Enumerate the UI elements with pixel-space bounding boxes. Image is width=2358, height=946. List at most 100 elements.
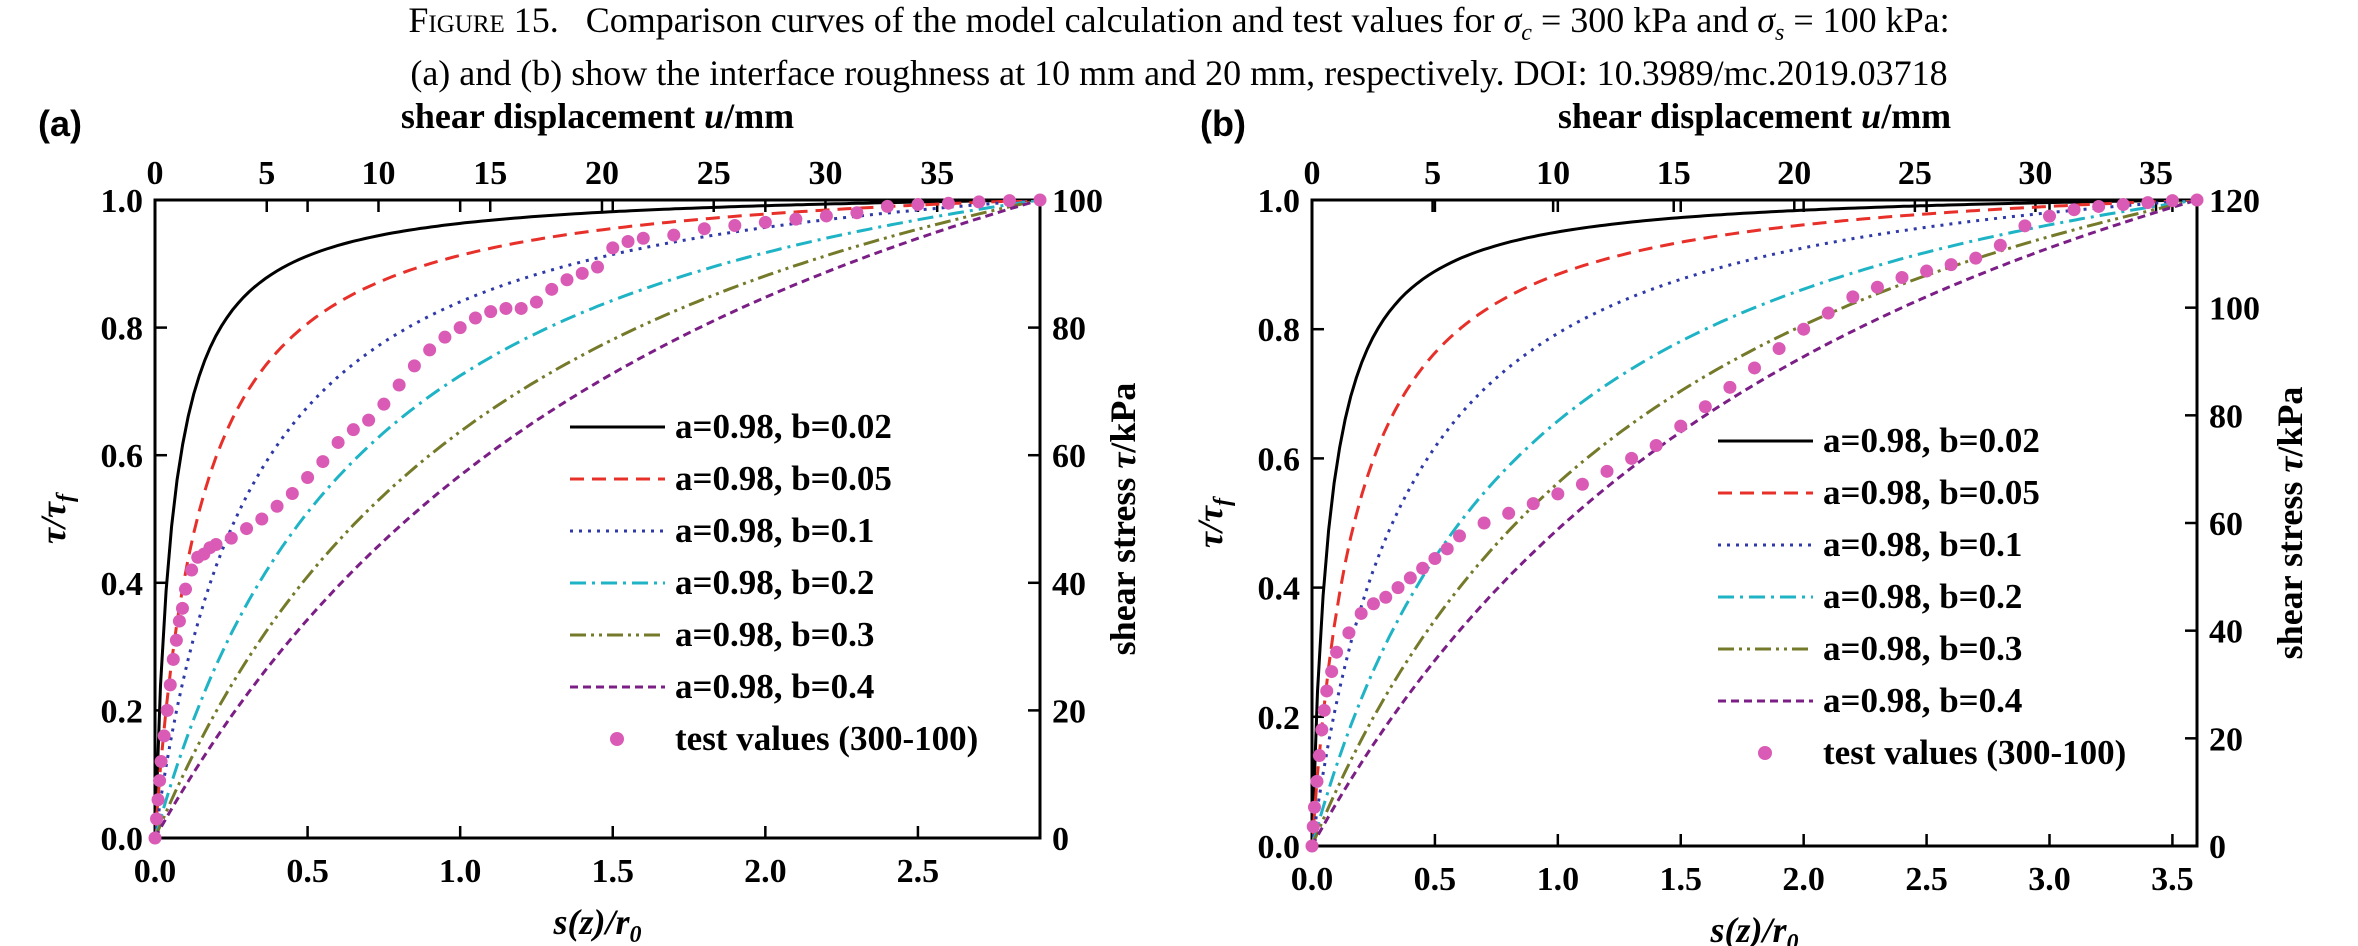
scatter-point <box>2043 209 2056 223</box>
right-y-tick-label: 100 <box>2209 291 2260 328</box>
scatter-point <box>1312 749 1326 763</box>
scatter-point <box>2141 196 2155 210</box>
top-x-tick-label: 5 <box>1424 155 1441 192</box>
right-y-tick-label: 20 <box>2209 721 2243 758</box>
scatter-point <box>499 301 513 315</box>
y-axis-label: τ/τf <box>33 492 79 544</box>
scatter-point <box>484 305 498 319</box>
top-x-tick-label: 35 <box>920 155 954 192</box>
caption-line-1: Figure 15. Comparison curves of the mode… <box>0 0 2358 53</box>
scatter-point <box>285 486 299 500</box>
scatter-point <box>157 729 171 743</box>
scatter-point <box>2116 198 2130 212</box>
scatter-point <box>163 678 177 692</box>
top-x-tick-label: 30 <box>2018 155 2052 192</box>
panel-label: (a) <box>38 103 82 144</box>
y-tick-label: 0.8 <box>101 311 144 348</box>
series-line <box>1312 200 2197 846</box>
figure-caption: Figure 15. Comparison curves of the mode… <box>0 0 2358 93</box>
scatter-point <box>941 196 955 210</box>
x-tick-label: 3.0 <box>2028 861 2071 898</box>
scatter-point <box>1307 800 1321 814</box>
x-tick-label: 0.5 <box>286 853 329 890</box>
caption-line-2: (a) and (b) show the interface roughness… <box>410 53 1948 94</box>
scatter-point <box>179 582 193 596</box>
panel-label: (b) <box>1200 103 1246 144</box>
scatter-point <box>453 321 467 335</box>
x-tick-label: 0.0 <box>1291 861 1334 898</box>
x-tick-label: 1.0 <box>1537 861 1580 898</box>
right-axis-label-pre: shear stress <box>2270 473 2310 660</box>
scatter-point <box>2067 203 2081 217</box>
right-axis-label-pre: shear stress <box>1103 469 1143 656</box>
top-axis-label-pre: shear displacement <box>401 96 704 136</box>
x-tick-label: 2.5 <box>897 853 940 890</box>
scatter-point <box>972 195 986 209</box>
scatter-point <box>529 295 543 309</box>
scatter-point <box>880 199 894 213</box>
top-x-tick-label: 10 <box>361 155 395 192</box>
scatter-point <box>423 343 437 357</box>
plot-frame <box>153 198 1042 840</box>
y-tick-label: 0.2 <box>1258 700 1301 737</box>
x-axis-label-main: s(z)/r <box>1709 910 1787 946</box>
scatter-point <box>2165 194 2179 208</box>
series-line <box>155 200 1040 838</box>
legend-marker <box>1758 746 1772 760</box>
y-axis-label-sub: f <box>53 492 79 502</box>
series-line <box>1312 200 2197 846</box>
series-line <box>1312 200 2197 846</box>
right-axis-label: shear stress τ/kPa <box>1103 383 1143 656</box>
scatter-point <box>667 228 681 242</box>
right-y-tick-label: 0 <box>2209 829 2226 866</box>
scatter-point <box>301 471 315 485</box>
right-axis-label-var: τ <box>1103 452 1143 469</box>
right-y-tick-label: 100 <box>1052 183 1103 220</box>
scatter-point <box>606 241 620 255</box>
chart-panel-b: (b) 0.0 0.5 1.0 1.5 2.0 2.5 3.0 3.5 0.0 0.2 0.4 0.6 0… <box>1190 96 2310 946</box>
scatter-point <box>1551 487 1565 501</box>
right-y-tick-label: 40 <box>1052 566 1086 603</box>
scatter-point <box>438 330 452 344</box>
scatter-point <box>1846 290 1860 304</box>
scatter-point <box>1306 820 1320 834</box>
scatter-point <box>545 282 559 296</box>
right-y-tick-label: 40 <box>2209 614 2243 651</box>
scatter-point <box>240 522 254 536</box>
top-x-tick-label: 0 <box>147 155 164 192</box>
sigma-symbol: σ <box>1757 0 1775 40</box>
legend-label: a=0.98, b=0.05 <box>675 459 892 498</box>
x-axis-label: s(z)/r0 <box>1709 910 1798 946</box>
scatter-point <box>621 234 635 248</box>
y-axis-label: τ/τf <box>1190 496 1236 548</box>
y-axis-label-main: τ/τ <box>33 501 73 544</box>
x-tick-label: 1.0 <box>439 853 482 890</box>
scatter-point <box>166 652 180 666</box>
scatter-point <box>172 614 186 628</box>
x-tick-label: 0.0 <box>134 853 177 890</box>
scatter-point <box>850 206 864 220</box>
x-axis-label-sub: 0 <box>1787 930 1799 946</box>
caption-text-1c: = 100 kPa: <box>1784 0 1950 40</box>
scatter-point <box>636 231 650 245</box>
top-axis-label-pre: shear displacement <box>1558 96 1861 136</box>
legend-label: a=0.98, b=0.3 <box>1823 629 2022 668</box>
right-y-tick-label: 80 <box>1052 311 1086 348</box>
legend-label: test values (300-100) <box>1823 733 2126 772</box>
legend-label: a=0.98, b=0.05 <box>1823 473 2040 512</box>
legend-label: a=0.98, b=0.02 <box>1823 421 2040 460</box>
series-line <box>1312 200 2197 846</box>
scatter-point <box>1315 723 1329 737</box>
scatter-point <box>728 219 742 233</box>
scatter-point <box>175 601 189 615</box>
sigma-symbol: σ <box>1503 0 1522 40</box>
scatter-point <box>1920 264 1934 278</box>
legend-label: a=0.98, b=0.02 <box>675 407 892 446</box>
scatter-point <box>255 512 269 526</box>
right-axis-label-unit: /kPa <box>1103 383 1143 454</box>
y-axis-label-main: τ/τ <box>1190 505 1230 548</box>
y-axis-label-sub: f <box>1210 496 1236 506</box>
x-tick-label: 1.5 <box>592 853 635 890</box>
x-tick-label: 0.5 <box>1414 861 1457 898</box>
